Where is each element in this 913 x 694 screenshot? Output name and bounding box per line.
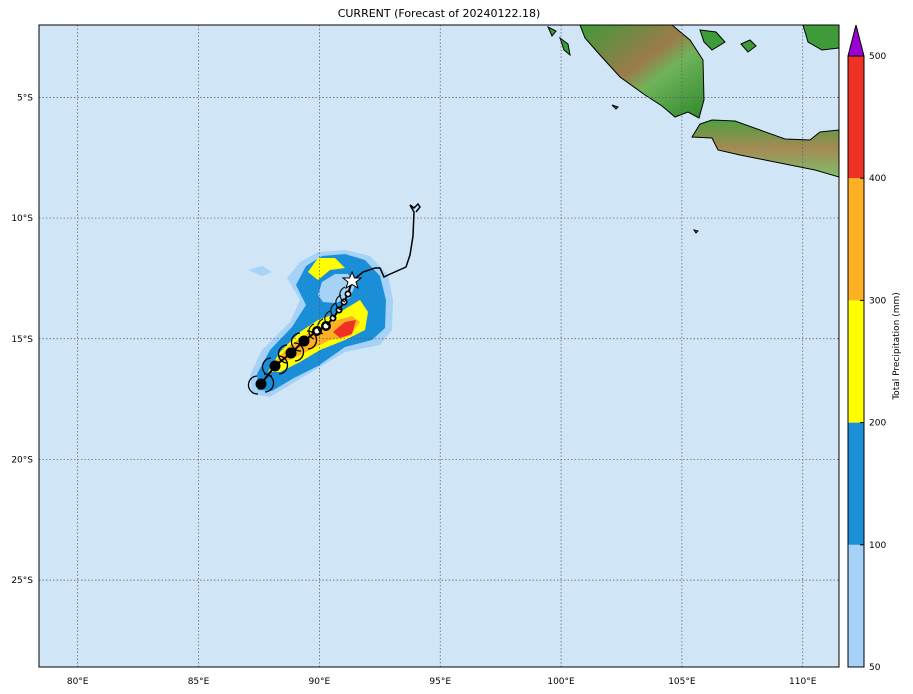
land-bangka [699, 29, 726, 51]
storm-symbols [247, 286, 352, 395]
land-java [691, 119, 839, 178]
lon-tick-label: 85°E [188, 677, 210, 687]
land-islet [546, 25, 699, 234]
storm-arc-icon [317, 318, 324, 335]
hurricane-position-icon [298, 335, 310, 347]
grid-lines [39, 25, 839, 667]
colorbar-segment [848, 178, 864, 301]
colorbar-tick-label: 500 [869, 52, 886, 62]
lat-tick-label: 10°S [11, 214, 33, 224]
lat-tick-label: 20°S [11, 455, 33, 465]
land-borneo [802, 25, 839, 51]
lat-tick-label: 25°S [11, 576, 33, 586]
hurricane-arc-icon [290, 332, 302, 352]
colorbar-segment [848, 56, 864, 179]
hurricane-position-icon [255, 378, 267, 390]
map-frame [38, 24, 840, 668]
lon-tick-label: 90°E [309, 677, 331, 687]
lon-tick-label: 105°E [668, 677, 696, 687]
hurricane-arc-icon [277, 344, 289, 364]
colorbar-tick-label: 100 [869, 541, 886, 551]
colorbar-tick-label: 400 [869, 174, 886, 184]
lon-tick-label: 110°E [789, 677, 817, 687]
hurricane-arc-icon [277, 355, 289, 375]
hurricane-arc-icon [247, 375, 259, 395]
land-sumatra [579, 25, 705, 119]
colorbar-segment [848, 422, 864, 545]
lat-tick-label: 15°S [11, 335, 33, 345]
storm-arc-icon [324, 310, 331, 327]
colorbar-extend-triangle [847, 24, 865, 57]
hurricane-arc-icon [261, 357, 273, 377]
axis-tick-labels: 80°E 85°E 90°E 95°E 100°E 105°E 110°E 5°S 10°S 15… [11, 93, 816, 687]
colorbar-tick-label: 300 [869, 296, 886, 306]
storm-arc-icon [339, 286, 346, 303]
precip-400-500 [333, 320, 356, 338]
hurricane-arc-icon [293, 342, 305, 362]
colorbar-tick-label: 50 [869, 663, 881, 673]
storm-arc-icon [308, 323, 315, 340]
lon-tick-label: 80°E [67, 677, 89, 687]
hurricane-arc-icon [306, 330, 318, 350]
lon-tick-label: 95°E [429, 677, 451, 687]
colorbar-label: Total Precipitation (mm) [892, 292, 902, 401]
land-small-island [740, 39, 757, 53]
colorbar: 50 100 200 300 400 500 Total Precipitation (m… [847, 24, 902, 673]
map-panel: 80°E 85°E 90°E 95°E 100°E 105°E 110°E 5°S 10°S 15… [11, 24, 840, 687]
colorbar-frame [847, 55, 865, 668]
hurricane-position-icon [269, 360, 281, 372]
lat-tick-label: 5°S [17, 93, 33, 103]
figure-title: CURRENT (Forecast of 20240122.18) [338, 7, 541, 20]
colorbar-tick-label: 200 [869, 419, 886, 429]
storm-track-line [351, 202, 421, 282]
current-position-star-icon [341, 270, 363, 290]
hurricane-position-icon [285, 347, 297, 359]
storm-center-icon [346, 292, 350, 296]
colorbar-segment [848, 300, 864, 423]
storm-arc-icon [330, 302, 337, 319]
colorbar-segment [848, 544, 864, 667]
lon-tick-label: 100°E [547, 677, 575, 687]
